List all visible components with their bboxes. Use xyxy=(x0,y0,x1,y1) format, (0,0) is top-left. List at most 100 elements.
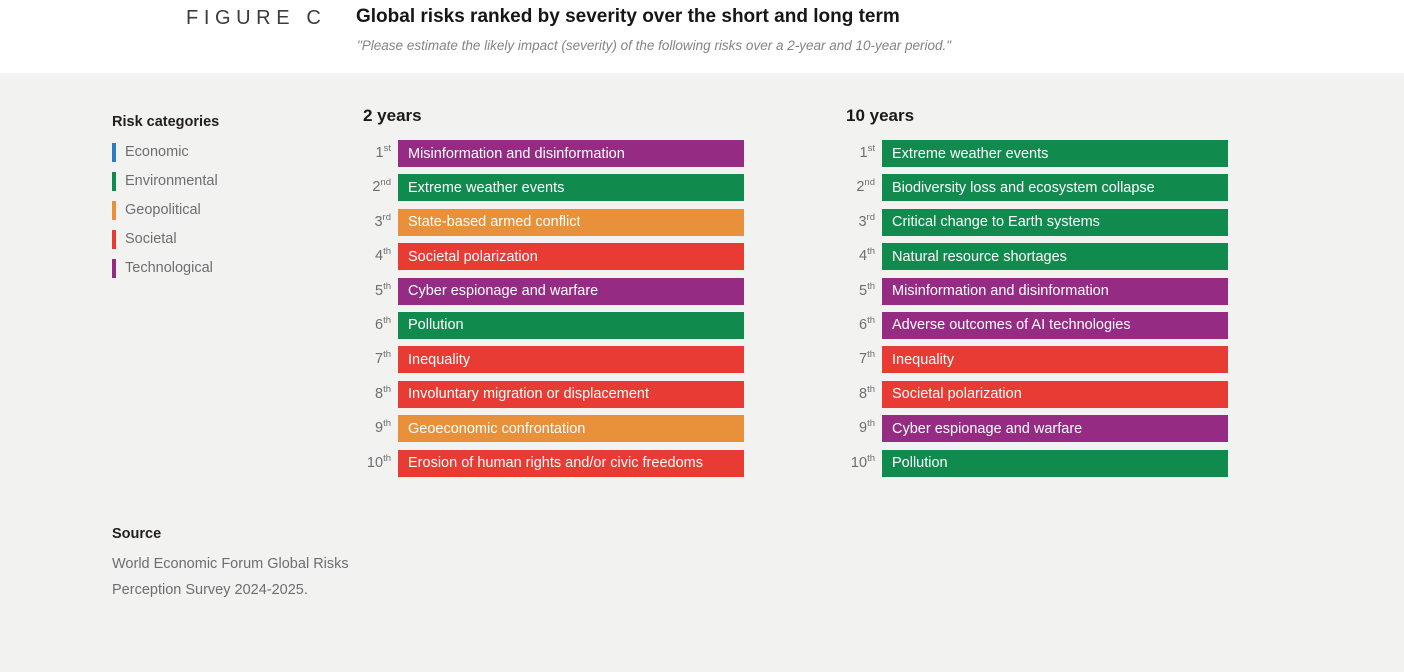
risk-bar: Inequality xyxy=(882,346,1228,374)
risk-bar: Natural resource shortages xyxy=(882,243,1228,271)
legend-item-environmental: Environmental xyxy=(112,171,312,191)
rank-row: 4th Societal polarization xyxy=(352,243,744,271)
rank-label: 4th xyxy=(374,246,391,265)
figure-header: FIGURE C Global risks ranked by severity… xyxy=(0,0,1404,73)
legend-items: Economic Environmental Geopolitical Societa… xyxy=(112,142,312,278)
rank-label: 9th xyxy=(858,418,875,437)
legend-label: Economic xyxy=(125,144,189,160)
risk-bar: Pollution xyxy=(398,311,744,339)
risk-bar: State-based armed conflict xyxy=(398,208,744,236)
risk-bar: Adverse outcomes of AI technologies xyxy=(882,311,1228,339)
rank-label: 6th xyxy=(858,315,875,333)
risk-label: Misinformation and disinformation xyxy=(892,283,1109,300)
risk-bar: Critical change to Earth systems xyxy=(882,208,1228,236)
rank-row: 10th Pollution xyxy=(836,449,1228,477)
column-rows: 1st Misinformation and disinformation 2nd E… xyxy=(352,140,744,477)
risk-label: Societal polarization xyxy=(892,386,1022,403)
rank-label: 3rd xyxy=(858,211,875,230)
legend-swatch xyxy=(112,229,116,249)
legend-title: Risk categories xyxy=(112,114,220,130)
rank-row: 8th Involuntary migration or displacement xyxy=(352,380,744,408)
risk-label: Adverse outcomes of AI technologies xyxy=(892,317,1131,334)
risk-bar: Extreme weather events xyxy=(398,174,744,202)
rank-row: 10th Erosion of human rights and/or civic… xyxy=(352,449,744,477)
risk-bar: Inequality xyxy=(398,346,744,374)
rank-label: 2nd xyxy=(856,177,875,196)
rank-label: 1st xyxy=(859,143,875,161)
risk-label: Erosion of human rights and/or civic fre… xyxy=(408,455,703,472)
risk-bar: Cyber espionage and warfare xyxy=(882,415,1228,443)
risk-bar: Societal polarization xyxy=(882,380,1228,408)
risk-bar: Cyber espionage and warfare xyxy=(398,277,744,305)
rank-row: 3rd State-based armed conflict xyxy=(352,208,744,236)
risk-bar: Extreme weather events xyxy=(882,140,1228,167)
rank-row: 4th Natural resource shortages xyxy=(836,243,1228,271)
rank-row: 5th Misinformation and disinformation xyxy=(836,277,1228,305)
rank-label: 1st xyxy=(375,143,391,161)
risk-label: Extreme weather events xyxy=(892,145,1049,162)
legend-item-societal: Societal xyxy=(112,229,312,249)
legend-swatch xyxy=(112,171,116,191)
risk-label: Natural resource shortages xyxy=(892,248,1067,265)
risk-bar: Erosion of human rights and/or civic fre… xyxy=(398,449,744,477)
risk-bar: Involuntary migration or displacement xyxy=(398,380,744,408)
risk-label: Cyber espionage and warfare xyxy=(408,283,599,300)
rank-label: 7th xyxy=(374,349,391,368)
risk-label: Inequality xyxy=(408,351,471,368)
rank-label: 4th xyxy=(858,246,875,265)
rank-label: 5th xyxy=(374,280,391,299)
risk-label: Biodiversity loss and ecosystem collapse xyxy=(892,179,1155,196)
risk-label: Societal polarization xyxy=(408,248,538,265)
legend-item-geopolitical: Geopolitical xyxy=(112,200,312,220)
risk-bar: Misinformation and disinformation xyxy=(398,140,744,167)
risk-label: Extreme weather events xyxy=(408,179,565,196)
risk-label: Misinformation and disinformation xyxy=(408,145,625,162)
risk-label: Involuntary migration or displacement xyxy=(408,386,649,403)
rank-label: 9th xyxy=(374,418,391,437)
rank-row: 9th Cyber espionage and warfare xyxy=(836,415,1228,443)
risk-bar: Geoeconomic confrontation xyxy=(398,415,744,443)
rank-row: 6th Pollution xyxy=(352,311,744,339)
rank-label: 7th xyxy=(858,349,875,368)
rank-row: 9th Geoeconomic confrontation xyxy=(352,415,744,443)
rank-label: 8th xyxy=(374,383,391,402)
figure-title: Global risks ranked by severity over the… xyxy=(356,6,900,27)
source-line-1: World Economic Forum Global Risks xyxy=(112,556,349,572)
rank-row: 1st Extreme weather events xyxy=(836,140,1228,167)
rank-row: 2nd Biodiversity loss and ecosystem colla… xyxy=(836,174,1228,202)
rank-label: 2nd xyxy=(372,177,391,196)
rank-row: 5th Cyber espionage and warfare xyxy=(352,277,744,305)
figure-subtitle: "Please estimate the likely impact (seve… xyxy=(357,38,952,53)
risk-label: Cyber espionage and warfare xyxy=(892,420,1083,437)
source-title: Source xyxy=(112,526,162,542)
risk-bar: Societal polarization xyxy=(398,243,744,271)
rank-row: 1st Misinformation and disinformation xyxy=(352,140,744,167)
risk-bar: Misinformation and disinformation xyxy=(882,277,1228,305)
legend-label: Geopolitical xyxy=(125,202,201,218)
rank-row: 7th Inequality xyxy=(352,346,744,374)
column-10-years: 10 years 1st Extreme weather events 2nd Bio… xyxy=(836,106,1228,484)
rank-label: 10th xyxy=(366,452,391,471)
legend-swatch xyxy=(112,142,116,162)
column-title: 10 years xyxy=(846,106,915,125)
legend-label: Technological xyxy=(125,260,213,276)
legend-label: Societal xyxy=(125,231,177,247)
rank-row: 7th Inequality xyxy=(836,346,1228,374)
rank-label: 5th xyxy=(858,280,875,299)
legend-item-technological: Technological xyxy=(112,258,312,278)
column-title: 2 years xyxy=(363,106,422,125)
risk-label: Critical change to Earth systems xyxy=(892,214,1100,231)
legend-label: Environmental xyxy=(125,173,218,189)
rank-row: 8th Societal polarization xyxy=(836,380,1228,408)
legend-swatch xyxy=(112,200,116,220)
risk-label: Pollution xyxy=(408,317,464,334)
risk-label: State-based armed conflict xyxy=(408,214,581,231)
legend: Risk categories Economic Environmental Geo… xyxy=(112,114,312,287)
risk-bar: Pollution xyxy=(882,449,1228,477)
legend-item-economic: Economic xyxy=(112,142,312,162)
column-rows: 1st Extreme weather events 2nd Biodiversity… xyxy=(836,140,1228,477)
risk-bar: Biodiversity loss and ecosystem collapse xyxy=(882,174,1228,202)
figure-body: Risk categories Economic Environmental Geo… xyxy=(0,73,1404,672)
rank-label: 6th xyxy=(374,315,391,333)
rank-row: 3rd Critical change to Earth systems xyxy=(836,208,1228,236)
